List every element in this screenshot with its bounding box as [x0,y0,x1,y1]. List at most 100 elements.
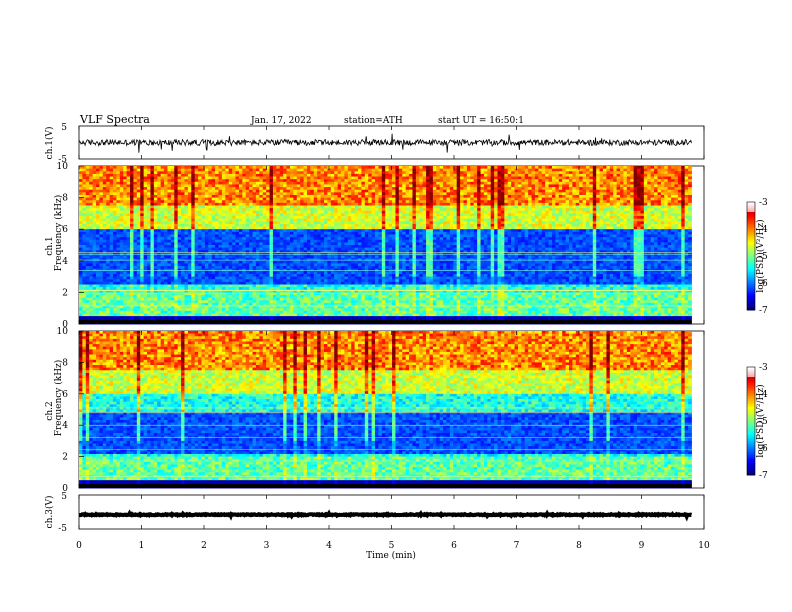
spectrogram-cell [215,311,219,314]
spectrogram-cell [120,224,124,227]
spectrogram-cell [174,248,178,251]
spectrogram-cell [351,224,355,227]
spectrogram-cell [205,179,209,182]
spectrogram-cell [290,311,294,314]
spectrogram-cell [208,227,212,230]
spectrogram-cell [300,242,304,245]
spectrogram-cell [103,271,107,274]
spectrogram-cell [167,198,171,201]
spectrogram-cell [280,195,284,198]
spectrogram-cell [86,279,90,282]
spectrogram-cell [110,234,114,237]
spectrogram-cell [93,237,97,240]
spectrogram-cell [263,208,267,211]
spectrogram-cell [331,213,335,216]
spectrogram-cell [93,203,97,206]
spectrogram-cell [96,282,100,285]
spectrogram-cell [178,182,182,185]
spectrogram-cell [191,234,195,237]
spectrogram-cell [358,285,362,288]
spectrogram-cell [327,190,331,193]
spectrogram-cell [348,221,352,224]
spectrogram-cell [229,258,233,261]
spectrogram-cell [198,242,202,245]
spectrogram-cell [351,211,355,214]
spectrogram-cell [137,203,141,206]
spectrogram-cell [174,261,178,264]
spectrogram-cell [167,192,171,195]
spectrogram-cell [348,279,352,282]
spectrogram-cell [127,242,131,245]
spectrogram-cell [137,256,141,259]
spectrogram-cell [266,234,270,237]
spectrogram-cell [123,298,127,301]
spectrogram-cell [327,198,331,201]
spectrogram-cell [266,277,270,280]
spectrogram-cell [344,179,348,182]
spectrogram-cell [304,227,308,230]
spectrogram-cell [293,295,297,298]
spectrogram-cell [208,234,212,237]
spectrogram-cell [110,192,114,195]
spectrogram-cell [242,277,246,280]
spectrogram-cell [225,285,229,288]
spectrogram-cell [304,179,308,182]
spectrogram-cell [130,269,134,272]
spectrogram-cell [317,240,321,243]
spectrogram-cell [280,234,284,237]
spectrogram-cell [304,263,308,266]
spectrogram-cell [113,300,117,303]
spectrogram-cell [127,166,131,169]
spectrogram-cell [341,237,345,240]
spectrogram-cell [116,195,120,198]
spectrogram-cell [351,203,355,206]
spectrogram-cell [229,174,233,177]
spectrogram-cell [229,229,233,232]
spectrogram-cell [171,211,175,214]
spectrogram-cell [304,190,308,193]
spectrogram-cell [130,237,134,240]
spectrogram-cell [202,229,206,232]
spectrogram-cell [232,313,236,316]
spectrogram-cell [239,271,243,274]
spectrogram-cell [174,200,178,203]
spectrogram-cell [171,237,175,240]
spectrogram-cell [348,195,352,198]
spectrogram-cell [154,274,158,277]
spectrogram-cell [171,298,175,301]
spectrogram-cell [103,240,107,243]
spectrogram-cell [317,219,321,222]
spectrogram-cell [82,269,86,272]
spectrogram-cell [355,169,359,172]
spectrogram-cell [103,224,107,227]
spectrogram-cell [191,211,195,214]
spectrogram-cell [208,256,212,259]
spectrogram-cell [174,190,178,193]
spectrogram-cell [79,219,83,222]
spectrogram-cell [307,261,311,264]
spectrogram-cell [171,287,175,290]
spectrogram-cell [191,240,195,243]
spectrogram-cell [263,269,267,272]
spectrogram-cell [276,211,280,214]
spectrogram-cell [351,198,355,201]
spectrogram-cell [270,211,274,214]
spectrogram-cell [314,221,318,224]
spectrogram-cell [174,271,178,274]
spectrogram-cell [314,177,318,180]
spectrogram-cell [351,174,355,177]
spectrogram-cell [327,266,331,269]
spectrogram-cell [140,248,144,251]
spectrogram-cell [103,211,107,214]
spectrogram-cell [191,237,195,240]
spectrogram-cell [144,245,148,248]
spectrogram-cell [293,190,297,193]
spectrogram-cell [198,279,202,282]
spectrogram-cell [130,234,134,237]
spectrogram-cell [116,256,120,259]
spectrogram-cell [310,300,314,303]
spectrogram-cell [307,237,311,240]
spectrogram-cell [188,313,192,316]
spectrogram-cell [219,316,223,319]
spectrogram-cell [89,240,93,243]
